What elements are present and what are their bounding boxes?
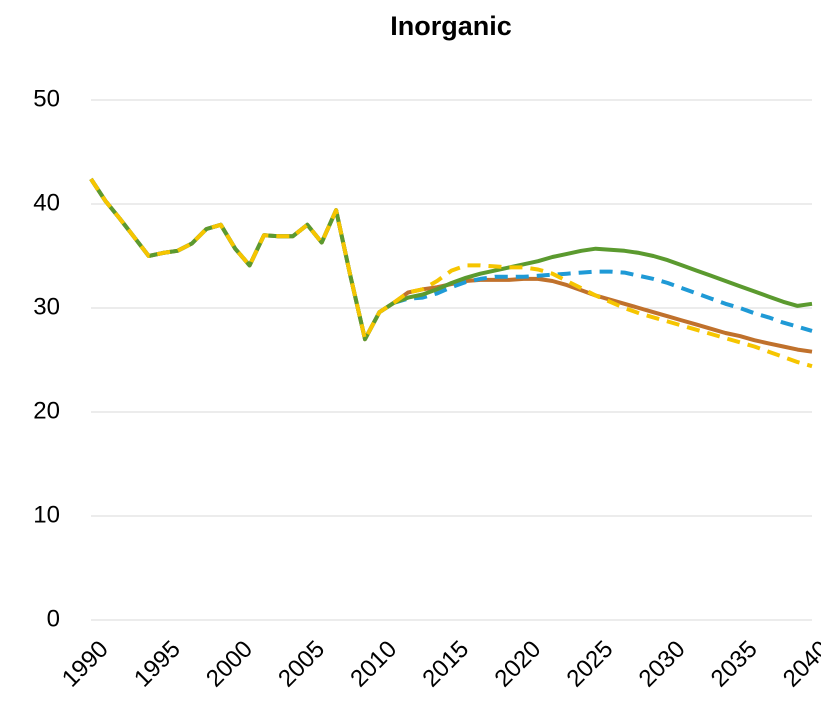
x-tick-label: 1995	[129, 636, 186, 693]
series-line	[89, 177, 813, 354]
y-tick-label: 40	[33, 189, 60, 216]
x-tick-label: 2030	[634, 636, 691, 693]
chart-title: Inorganic	[390, 11, 512, 41]
y-tick-label: 20	[33, 397, 60, 424]
series-line	[89, 177, 813, 342]
y-tick-label: 0	[47, 605, 60, 632]
series-line	[89, 177, 813, 369]
y-tick-label: 10	[33, 501, 60, 528]
x-tick-label: 2035	[706, 636, 763, 693]
x-tick-label: 2005	[273, 636, 330, 693]
x-tick-label: 2025	[562, 636, 619, 693]
series-line	[89, 177, 813, 342]
x-tick-label: 2010	[345, 636, 402, 693]
y-tick-label: 30	[33, 293, 60, 320]
x-tick-label: 2020	[489, 636, 546, 693]
y-tick-label: 50	[33, 85, 60, 112]
x-tick-label: 2040	[778, 636, 821, 693]
x-tick-label: 2000	[201, 636, 258, 693]
x-tick-label: 1990	[57, 636, 114, 693]
x-tick-label: 2015	[417, 636, 474, 693]
